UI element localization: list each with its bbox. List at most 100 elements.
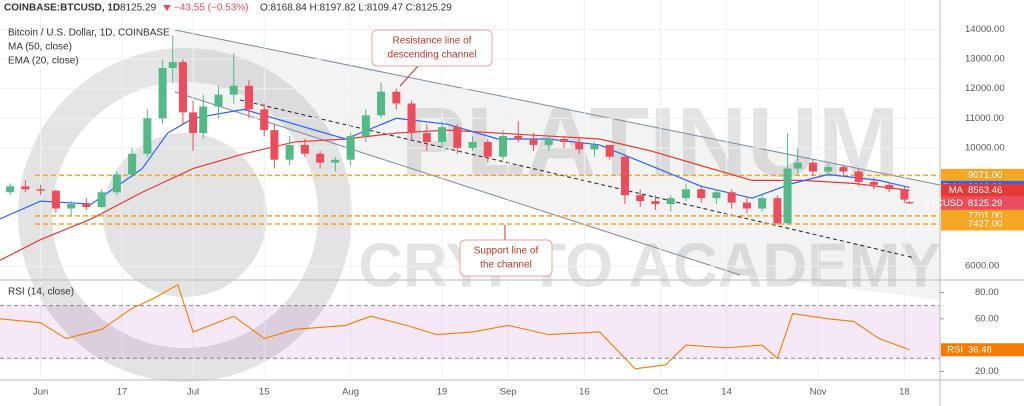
price: 8125.29	[120, 3, 157, 14]
candle-body	[407, 103, 416, 134]
candle-body	[300, 144, 309, 154]
candle-body	[6, 186, 15, 193]
rsi-line	[0, 283, 910, 370]
candle-body	[21, 186, 30, 190]
candle-body	[793, 162, 802, 169]
candle-body	[229, 85, 238, 95]
candle-body	[605, 144, 614, 157]
candle-body	[839, 167, 848, 172]
candle-body	[36, 189, 45, 191]
down-arrow	[163, 5, 171, 11]
candle-body	[697, 189, 706, 199]
x-tick-label: Aug	[342, 387, 359, 398]
candle-body	[529, 139, 538, 145]
candle-body	[575, 141, 584, 150]
support-line	[174, 91, 741, 276]
symbol: COINBASE:BTCUSD, 1D	[4, 3, 120, 14]
candle-body	[560, 139, 568, 142]
candle-body	[905, 202, 914, 204]
watermark-coin	[103, 133, 267, 297]
candle-body	[168, 62, 177, 69]
x-tick-label: 15	[259, 387, 270, 398]
price-tag-name: MA	[949, 185, 964, 196]
candle-body	[51, 190, 60, 209]
candle-body	[346, 136, 355, 160]
candle-body	[681, 189, 690, 199]
candle-body	[189, 112, 198, 134]
candle-body	[900, 189, 909, 200]
rsi-tag-name: RSI	[947, 344, 963, 355]
candle-body	[178, 62, 187, 113]
candle-body	[727, 192, 736, 203]
candle-body	[499, 136, 508, 157]
candle-body	[636, 195, 645, 202]
legend-ma: MA (50, close)	[8, 42, 72, 53]
y-tick-label: 10000.00	[965, 142, 1005, 153]
level-label: 7427.00	[968, 218, 1002, 229]
annotation-box	[371, 29, 493, 67]
candle-body	[128, 153, 137, 175]
candle-body	[316, 153, 325, 163]
price-tag	[941, 183, 1024, 197]
rsi-tag-label: 36.48	[968, 344, 992, 355]
candle-body	[260, 109, 269, 131]
indicator-line	[0, 108, 910, 220]
x-tick-label: 19	[437, 387, 448, 398]
plot	[0, 0, 940, 378]
x-tick-label: Jul	[187, 387, 199, 398]
y-tick-label: 60.00	[975, 313, 999, 324]
candle-body	[438, 127, 447, 142]
candle-body	[712, 192, 721, 199]
candle-body	[361, 115, 370, 137]
y-tick-label: 6000.00	[965, 261, 999, 272]
annotation-text: the channel	[480, 260, 532, 271]
candle-body	[67, 204, 76, 209]
candle-body	[808, 162, 817, 172]
watermark: PLATINUM CRYPTO ACADEMY	[18, 48, 942, 382]
change: −43.55 (−0.53%)	[174, 3, 249, 14]
price-tag-label: 8563.46	[968, 185, 1002, 196]
chart-title: Bitcoin / U.S. Dollar, 1D, COINBASE	[8, 28, 170, 39]
trend-line	[239, 99, 916, 259]
candle-body	[468, 141, 477, 148]
x-tick-label: Sep	[500, 387, 517, 398]
indicator-line	[0, 129, 910, 261]
candle-body	[742, 202, 751, 209]
candle-body	[199, 106, 208, 134]
watermark-top: PLATINUM	[401, 87, 900, 197]
resistance-line	[174, 29, 941, 186]
candle-body	[620, 156, 629, 196]
annotation-text: Support line of	[474, 246, 539, 257]
y-tick-label: 80.00	[975, 287, 999, 298]
x-tick-label: Jun	[33, 387, 48, 398]
legend-ema: EMA (20, close)	[8, 56, 79, 67]
candle-body	[331, 159, 340, 163]
x-tick-label: 18	[899, 387, 910, 398]
candle-body	[244, 85, 253, 110]
annotation-text: Resistance line of	[393, 36, 472, 47]
level-label: 9071.00	[968, 170, 1002, 181]
y-tick-label: 12000.00	[965, 83, 1005, 94]
candle-body	[392, 91, 401, 104]
candle-body	[285, 144, 294, 160]
y-tick-label: 13000.00	[965, 54, 1005, 65]
x-tick-label: 16	[579, 387, 590, 398]
level-tag	[941, 217, 1024, 231]
candle-body	[97, 192, 106, 208]
ohlc: O:8168.84 H:8197.82 L:8109.47 C:8125.29	[260, 3, 452, 14]
candle-body	[158, 68, 167, 119]
candle-body	[885, 184, 894, 190]
candle-body	[483, 141, 492, 157]
price-tag	[941, 196, 1024, 210]
candle-body	[377, 91, 386, 116]
x-tick-label: 17	[117, 387, 128, 398]
price-tag-name: BTCUSD	[924, 198, 963, 209]
x-tick-label: Oct	[653, 387, 668, 398]
candle-body	[453, 127, 462, 148]
candle-body	[422, 133, 431, 142]
annotation-box	[459, 239, 553, 277]
candle-body	[824, 167, 833, 172]
annotation-arrow	[399, 65, 419, 87]
rsi-tag	[941, 343, 1024, 357]
level-label: 7701.00	[968, 210, 1002, 221]
